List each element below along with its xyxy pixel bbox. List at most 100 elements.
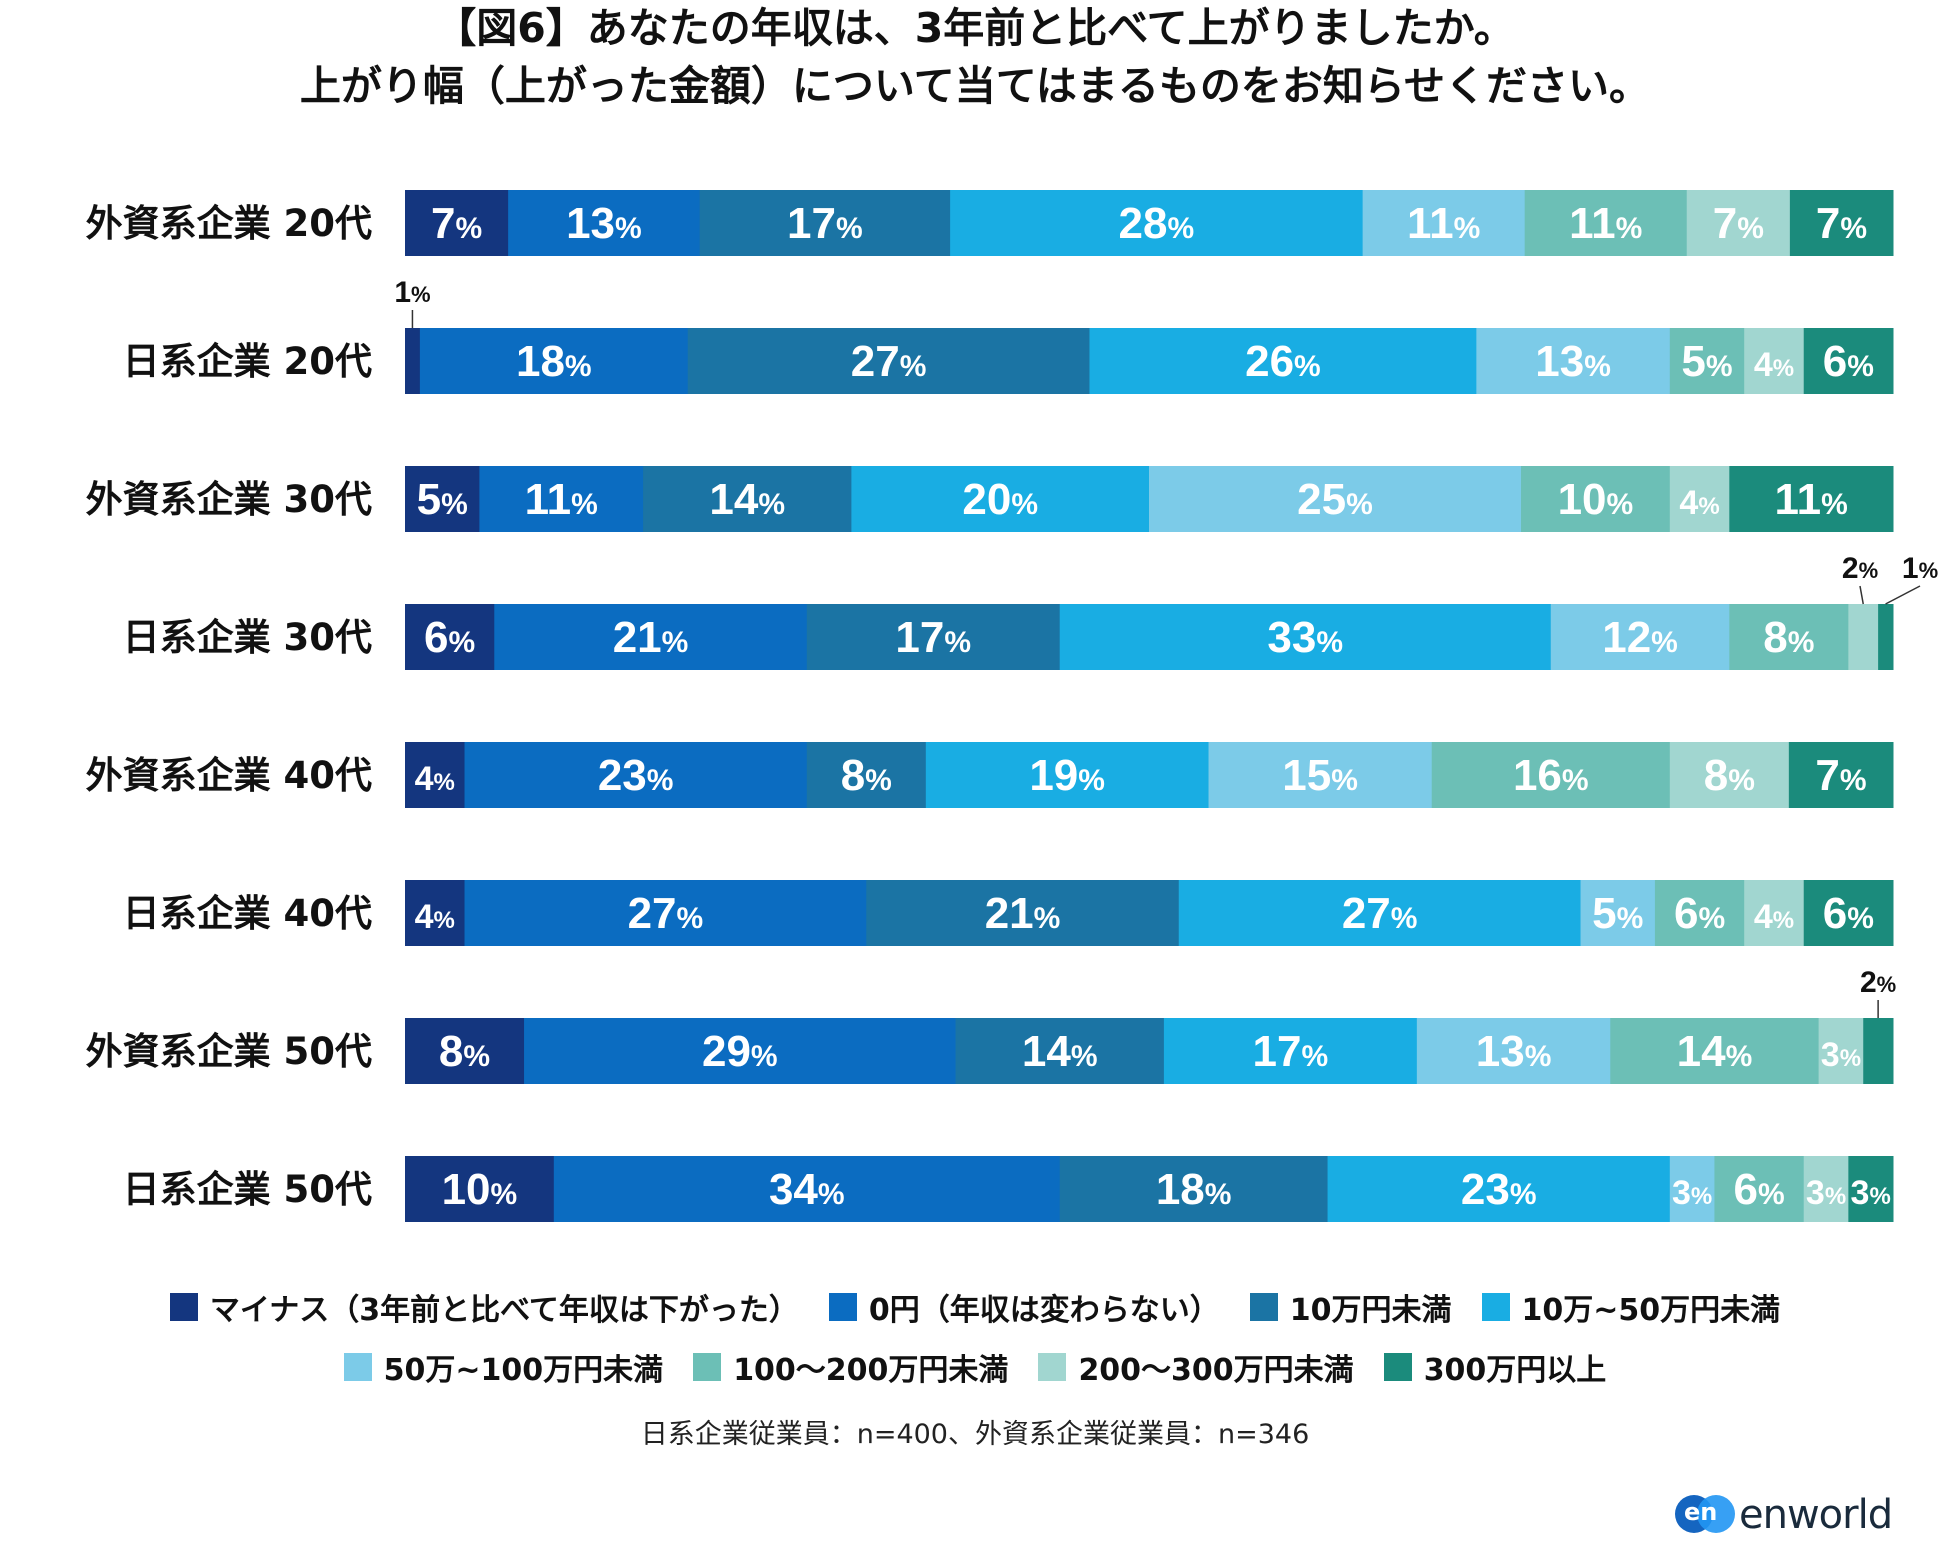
bar-segment	[1729, 466, 1894, 532]
bar-segment	[1878, 604, 1894, 670]
bar-segment	[1669, 1156, 1715, 1222]
logo-wordmark: enworld	[1739, 1492, 1893, 1538]
legend-item-300man-plus: 300万円以上	[1383, 1345, 1607, 1389]
data-label-callout: 1%	[1902, 552, 1938, 585]
data-label: 17%	[1253, 1027, 1329, 1076]
data-label: 7%	[1713, 199, 1764, 248]
data-label: 21%	[985, 889, 1061, 938]
legend-item-zero: 0円（年収は変わらない）	[828, 1285, 1220, 1329]
bar-segment	[464, 880, 867, 946]
bar-segment	[1714, 1156, 1805, 1222]
data-label: 7%	[431, 199, 482, 248]
category-label: 日系企業 40代	[123, 892, 372, 935]
legend-row-2: 50万~100万円未満 100～200万円未満 200～300万円未満 300万…	[0, 1345, 1950, 1389]
bar-segment	[1327, 1156, 1671, 1222]
category-label: 外資系企業 50代	[86, 1030, 372, 1073]
data-label: 27%	[1342, 889, 1418, 938]
category-label: 外資系企業 40代	[86, 754, 372, 797]
bar-segment	[1431, 742, 1671, 808]
data-label: 3%	[1851, 1174, 1891, 1212]
data-label: 11%	[1775, 475, 1848, 524]
legend-label: 100～200万円未満	[733, 1353, 1009, 1388]
legend-label: 200～300万円未満	[1078, 1353, 1354, 1388]
bar-segment	[950, 190, 1364, 256]
data-label: 8%	[841, 751, 892, 800]
data-label: 27%	[628, 889, 704, 938]
bar-segment	[1789, 190, 1894, 256]
data-label: 4%	[415, 760, 455, 798]
bar-segment	[1524, 190, 1688, 256]
bar-segment	[405, 604, 495, 670]
bar-segment	[1059, 604, 1552, 670]
data-label: 6%	[1823, 889, 1874, 938]
callout-line	[1885, 585, 1921, 605]
bar-segment	[1149, 466, 1522, 532]
data-label: 4%	[1679, 484, 1719, 522]
legend-label: 0円（年収は変わらない）	[868, 1293, 1220, 1328]
data-label: 6%	[1733, 1165, 1784, 1214]
category-label: 日系企業 30代	[123, 616, 372, 659]
bar-segment	[955, 1018, 1165, 1084]
data-label: 11%	[525, 475, 598, 524]
data-label: 18%	[1156, 1165, 1232, 1214]
bar-segment	[405, 328, 421, 394]
bar-segment	[508, 190, 701, 256]
category-label: 外資系企業 20代	[86, 202, 372, 245]
bar-segment	[1476, 328, 1671, 394]
sample-size-note: 日系企業従業員：n=400、外資系企業従業員：n=346	[640, 1419, 1310, 1450]
data-label: 8%	[1704, 751, 1755, 800]
data-label: 18%	[516, 337, 592, 386]
callout-line	[1859, 585, 1864, 605]
data-label: 29%	[702, 1027, 778, 1076]
legend-item-200-300man: 200～300万円未満	[1038, 1345, 1354, 1389]
bar-segment	[1416, 1018, 1611, 1084]
data-label: 28%	[1119, 199, 1195, 248]
data-label: 4%	[1754, 898, 1794, 936]
legend-label: 50万~100万円未満	[383, 1353, 664, 1388]
legend-label: 10万円未満	[1289, 1293, 1452, 1328]
bar-segment	[1669, 742, 1790, 808]
data-label: 5%	[417, 475, 468, 524]
data-label: 10%	[442, 1165, 518, 1214]
legend-item-minus: マイナス（3年前と比べて年収は下がった）	[169, 1285, 799, 1329]
legend-item-100-200man: 100～200万円未満	[693, 1345, 1008, 1389]
bar-segment	[1089, 328, 1477, 394]
bar-segment	[524, 1018, 957, 1084]
data-label: 13%	[566, 199, 642, 248]
bar-segment	[1686, 190, 1791, 256]
data-label: 6%	[1823, 337, 1874, 386]
data-label: 10%	[1558, 475, 1634, 524]
data-label: 15%	[1282, 751, 1358, 800]
data-label: 19%	[1029, 751, 1105, 800]
bar-segment	[1729, 604, 1849, 670]
bar-segment	[405, 466, 480, 532]
bar-segment	[405, 190, 509, 256]
data-label: 14%	[709, 475, 785, 524]
bar-segment	[1803, 1156, 1849, 1222]
data-label: 11%	[1569, 199, 1642, 248]
bar-segment	[1654, 880, 1745, 946]
bar-segment	[405, 1156, 555, 1222]
legend-swatch	[169, 1293, 198, 1321]
bar-segment	[494, 604, 808, 670]
stacked-bar-chart: 外資系企業 20代 7% 13% 17% 28% 11% 11% 7% 7% 日系企業 20代 1%…	[86, 190, 1938, 1222]
legend-swatch	[828, 1293, 857, 1321]
legend-label: 10万~50万円未満	[1521, 1293, 1781, 1328]
bar-segment	[925, 742, 1210, 808]
bar-segment	[687, 328, 1090, 394]
bar-segment	[1550, 604, 1730, 670]
legend-row-1: マイナス（3年前と比べて年収は下がった） 0円（年収は変わらない） 10万円未満…	[0, 1285, 1950, 1329]
bar-segment	[1059, 1156, 1329, 1222]
data-label: 8%	[1763, 613, 1814, 662]
bar-segment	[1803, 880, 1894, 946]
data-label: 34%	[769, 1165, 845, 1214]
bar-segment	[1580, 880, 1656, 946]
data-label: 6%	[1674, 889, 1725, 938]
legend-item-under-10man: 10万円未満	[1249, 1285, 1452, 1329]
data-label: 17%	[895, 613, 971, 662]
legend-label: 300万円以上	[1423, 1353, 1607, 1388]
data-label: 26%	[1245, 337, 1321, 386]
data-label: 14%	[1022, 1027, 1098, 1076]
bar-segment	[866, 880, 1180, 946]
bar-segment	[1863, 1018, 1894, 1084]
